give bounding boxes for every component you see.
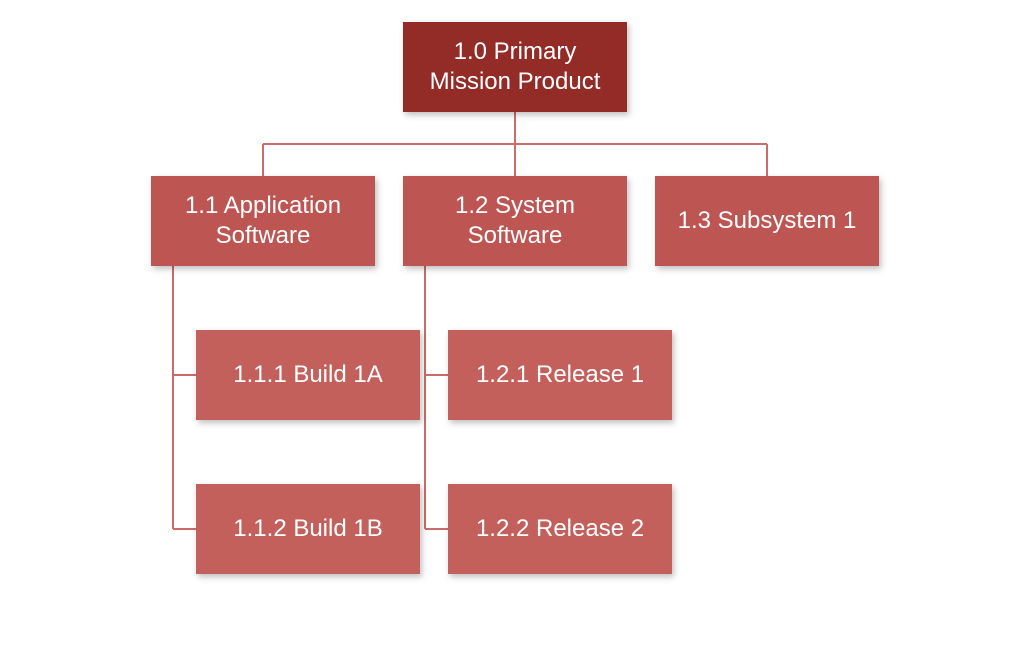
node-1-2: 1.2 System Software [403,176,627,266]
node-root: 1.0 Primary Mission Product [403,22,627,112]
node-label: 1.1.1 Build 1A [233,360,382,390]
node-1-1: 1.1 Application Software [151,176,375,266]
node-1-3: 1.3 Subsystem 1 [655,176,879,266]
node-label: 1.0 Primary Mission Product [417,37,613,97]
node-1-2-2: 1.2.2 Release 2 [448,484,672,574]
node-label: 1.2.1 Release 1 [476,360,644,390]
node-label: 1.3 Subsystem 1 [678,206,857,236]
node-label: 1.2.2 Release 2 [476,514,644,544]
node-1-2-1: 1.2.1 Release 1 [448,330,672,420]
node-1-1-2: 1.1.2 Build 1B [196,484,420,574]
node-1-1-1: 1.1.1 Build 1A [196,330,420,420]
node-label: 1.1 Application Software [165,191,361,251]
node-label: 1.1.2 Build 1B [233,514,382,544]
wbs-diagram: 1.0 Primary Mission Product 1.1 Applicat… [0,0,1024,656]
node-label: 1.2 System Software [417,191,613,251]
